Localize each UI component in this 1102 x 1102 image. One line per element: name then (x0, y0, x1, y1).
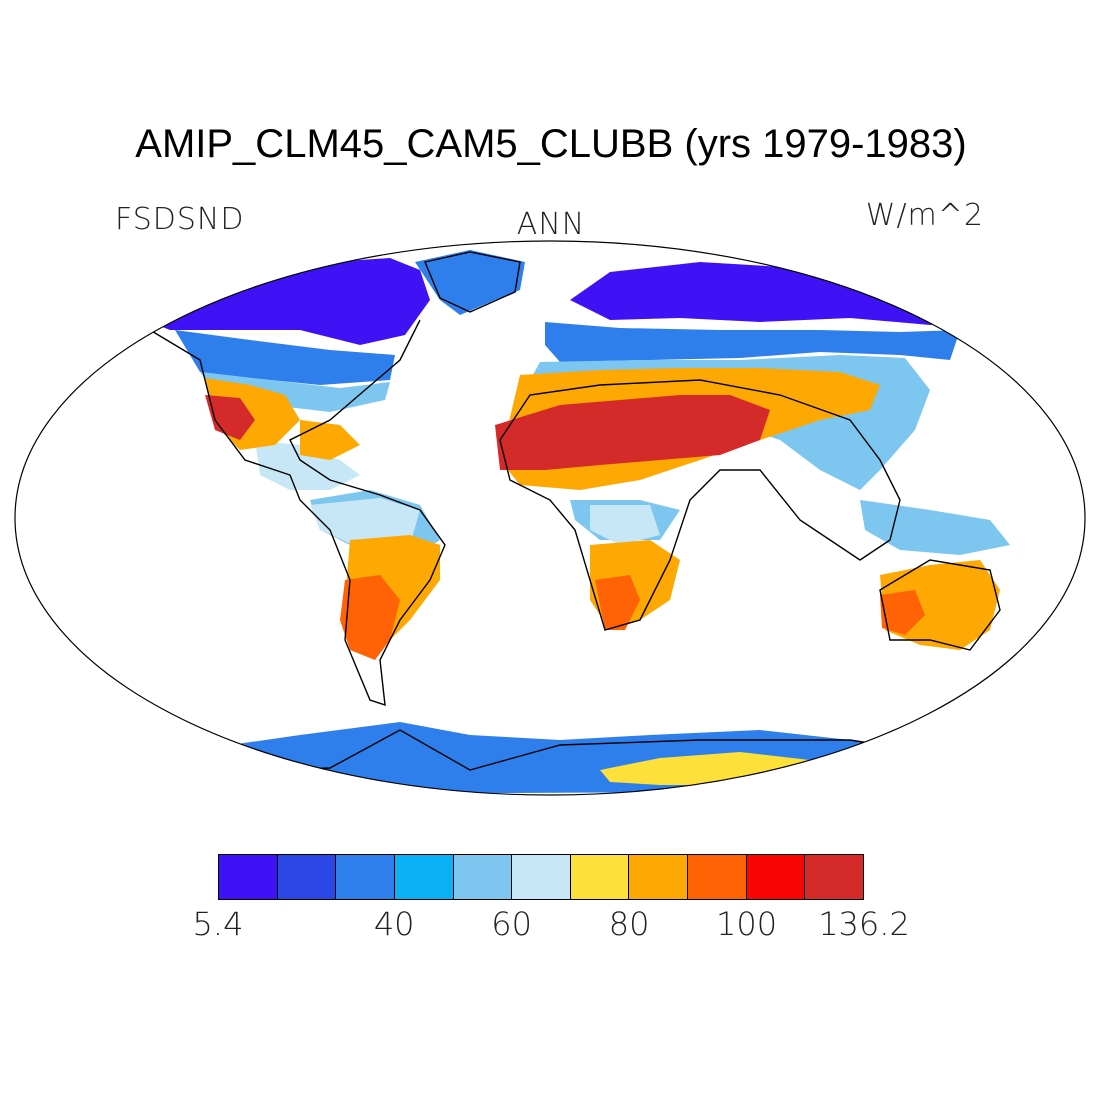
region-boreal-zone (175, 250, 960, 793)
colorbar-cell (746, 855, 806, 899)
colorbar-cell (219, 855, 278, 899)
colorbar-tick-label: 5.4 (192, 905, 244, 943)
colorbar-tick-label: 80 (608, 905, 650, 943)
colorbar-tick-label: 60 (491, 905, 532, 943)
variable-label: FSDSND (115, 202, 245, 237)
colorbar-cell (805, 855, 864, 899)
colorbar-cell (277, 855, 337, 899)
season-label: ANN (516, 207, 586, 242)
region-tropical-forest (255, 440, 660, 548)
colorbar-cell (570, 855, 630, 899)
region-southern-subtropics (340, 575, 925, 660)
colorbar-cell (336, 855, 395, 899)
map-title: AMIP_CLM45_CAM5_CLUBB (yrs 1979-1983) (135, 122, 967, 166)
region-sahara-arabia (205, 395, 770, 470)
colorbar-cell (453, 855, 513, 899)
colorbar-cell (688, 855, 747, 899)
region-north-polar-land (140, 258, 975, 345)
colorbar-cell (394, 855, 454, 899)
colorbar-cell (629, 855, 689, 899)
colorbar-tick-label: 100 (715, 905, 778, 943)
units-label: W/m^2 (865, 198, 984, 233)
land-fields (140, 250, 1010, 795)
region-subtropical-warm (205, 368, 1000, 650)
colorbar-tick-label: 40 (373, 905, 415, 943)
coastlines (149, 251, 1001, 773)
colorbar-tick-label: 136.2 (818, 905, 910, 943)
colorbar-cell (512, 855, 571, 899)
colorbar (218, 854, 864, 900)
map-border (14, 240, 1086, 796)
